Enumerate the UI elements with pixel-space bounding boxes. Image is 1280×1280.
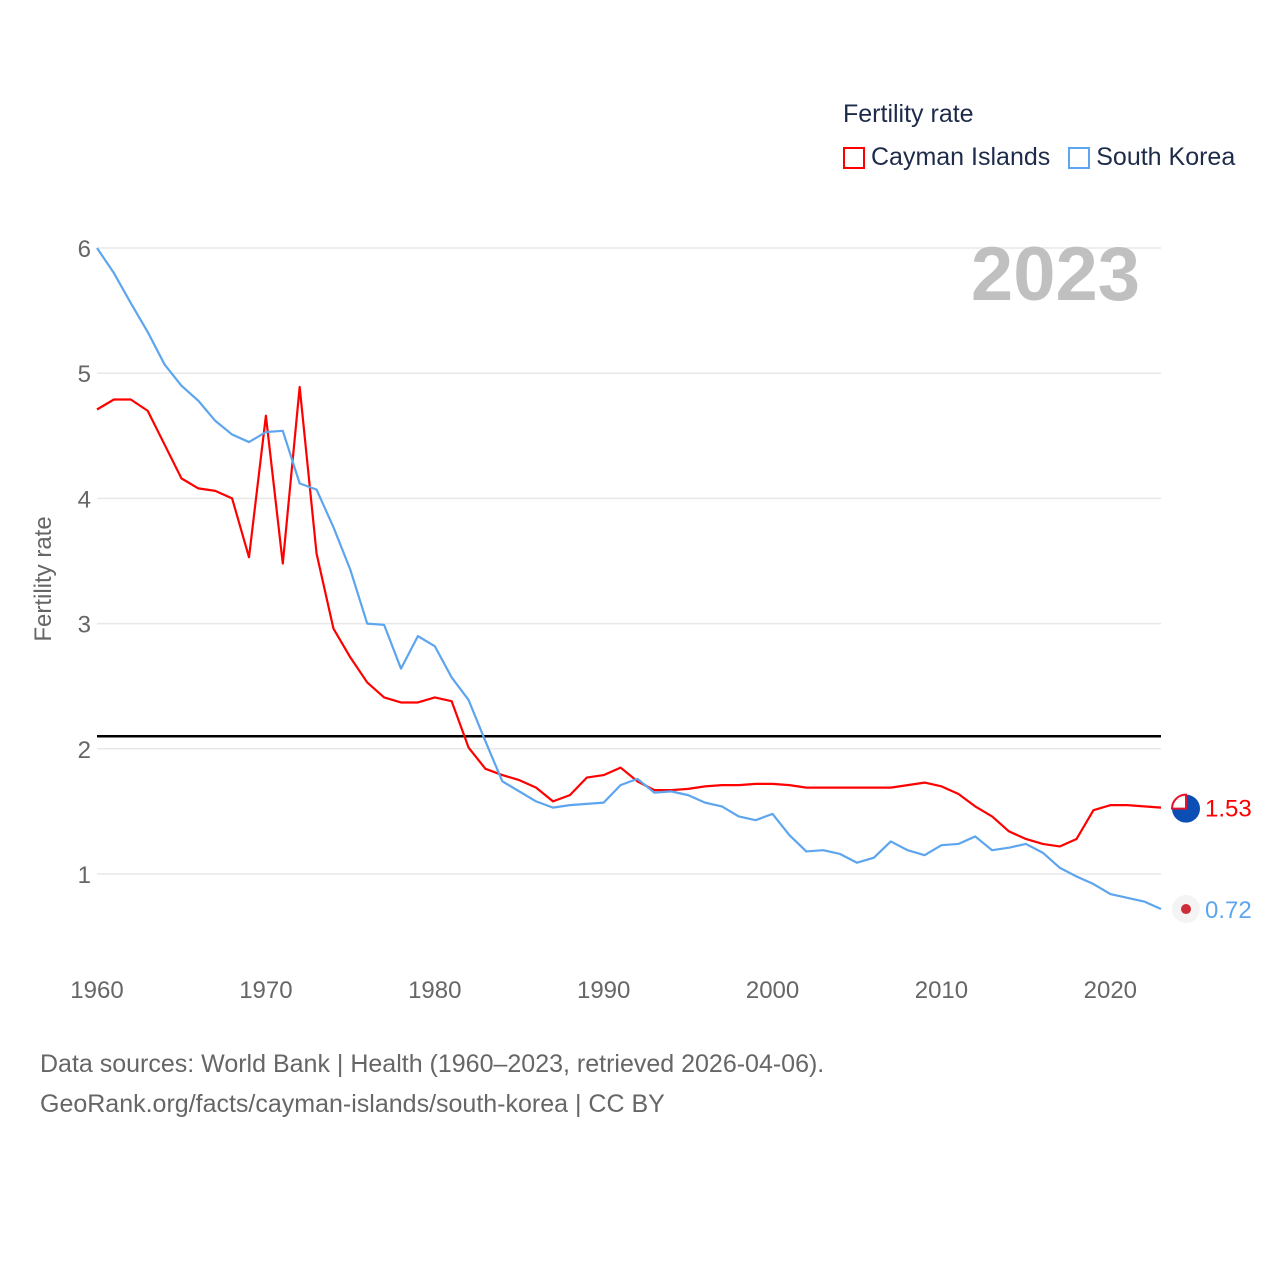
x-tick-label: 1960: [70, 977, 123, 1004]
legend-label: South Korea: [1096, 143, 1236, 171]
end-value-label: 0.72: [1205, 897, 1252, 924]
taegeuk: [1181, 904, 1191, 915]
x-tick-label: 2000: [746, 977, 799, 1004]
legend-item-south-korea[interactable]: South Korea: [1068, 143, 1235, 172]
footer: Data sources: World Bank | Health (1960–…: [40, 1044, 824, 1124]
x-tick-label: 2020: [1084, 977, 1137, 1004]
legend-label: Cayman Islands: [871, 143, 1051, 171]
x-tick-label: 1970: [239, 977, 292, 1004]
y-tick-label: 1: [78, 862, 91, 889]
y-axis-label: Fertility rate: [30, 516, 57, 641]
legend: Cayman Islands South Korea: [843, 143, 1235, 172]
y-tick-label: 3: [78, 612, 91, 639]
legend-swatch: [1068, 146, 1091, 169]
data-source-text: Data sources: World Bank | Health (1960–…: [40, 1050, 825, 1078]
source-link[interactable]: GeoRank.org/facts/cayman-islands/south-k…: [40, 1090, 665, 1118]
series-line-south-korea: [96, 247, 1162, 911]
year-label: 2023: [971, 232, 1140, 317]
legend-swatch: [843, 146, 865, 169]
y-tick-label: 2: [78, 737, 91, 764]
legend-item-cayman-islands[interactable]: Cayman Islands: [843, 143, 1050, 172]
legend-title: Fertility rate: [843, 100, 974, 128]
y-tick-label: 6: [78, 236, 91, 263]
y-tick-label: 5: [78, 361, 91, 388]
x-tick-label: 1990: [577, 977, 630, 1004]
series-line-cayman-islands: [96, 385, 1162, 848]
x-tick-label: 2010: [915, 977, 968, 1004]
end-value-label: 1.53: [1205, 796, 1252, 823]
x-tick-label: 1980: [408, 977, 461, 1004]
union-jack-canton: [1170, 793, 1187, 810]
y-tick-label: 4: [78, 486, 91, 513]
